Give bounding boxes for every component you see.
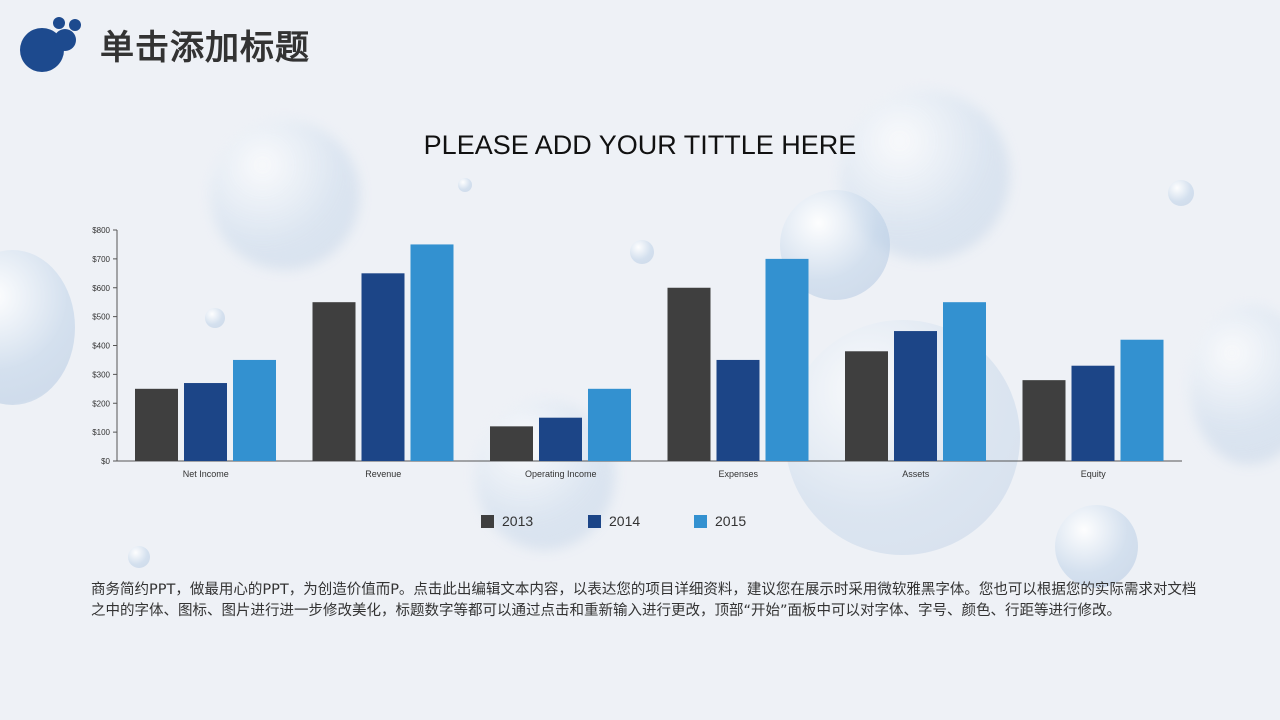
bar-2013 [490,426,533,461]
x-tick-label: Assets [902,469,930,479]
chart-legend: 2013 2014 2015 [0,513,1280,533]
bar-2015 [765,258,809,461]
x-tick-label: Net Income [183,469,229,479]
bar-2015 [588,388,631,461]
bar-2015 [943,302,986,461]
y-tick-label: $100 [92,428,110,437]
logo-bubbles-icon [20,17,81,72]
bar-2013 [1022,380,1066,461]
y-tick-label: $700 [92,255,110,264]
bar-2013 [667,287,711,461]
x-tick-label: Equity [1081,469,1107,479]
legend-item: 2015 [694,513,746,529]
bar-2013 [312,302,356,461]
x-tick-label: Revenue [365,469,401,479]
y-tick-label: $200 [92,399,110,408]
bar-2015 [410,244,454,461]
bar-chart: $0 $100 $200 $300 $400 $500 $600 $700 $800 Net In… [92,226,1182,479]
y-tick-label: $600 [92,284,110,293]
legend-swatch [481,514,494,528]
legend-item: 2014 [588,513,640,529]
bar-2014 [184,383,227,461]
y-tick-label: $500 [92,313,110,322]
legend-label: 2014 [609,513,641,529]
x-tick-label: Expenses [718,469,758,479]
legend-swatch [588,514,601,528]
legend-item: 2013 [481,513,533,529]
bar-2015 [1120,339,1164,461]
bar-2015 [233,359,276,461]
y-tick-label: $400 [92,342,110,351]
bar-2014 [361,273,405,461]
x-tick-label: Operating Income [525,469,597,479]
bar-2014 [894,331,937,461]
y-tick-label: $0 [101,457,110,466]
bar-2014 [716,359,760,461]
page-title: 单击添加标题 [100,28,310,68]
bar-2014 [539,417,582,461]
bar-2014 [1071,365,1115,461]
bar-2013 [845,351,888,461]
legend-swatch [694,514,707,528]
legend-label: 2015 [715,513,747,529]
body-text: 商务简约PPT，做最用心的PPT，为创造价值而P。点击此出编辑文本内容，以表达您… [91,582,1197,619]
legend-label: 2013 [502,513,534,529]
y-tick-label: $300 [92,370,110,379]
y-tick-label: $800 [92,226,110,235]
chart-title: PLEASE ADD YOUR TITTLE HERE [423,130,857,160]
bar-2013 [135,388,178,461]
